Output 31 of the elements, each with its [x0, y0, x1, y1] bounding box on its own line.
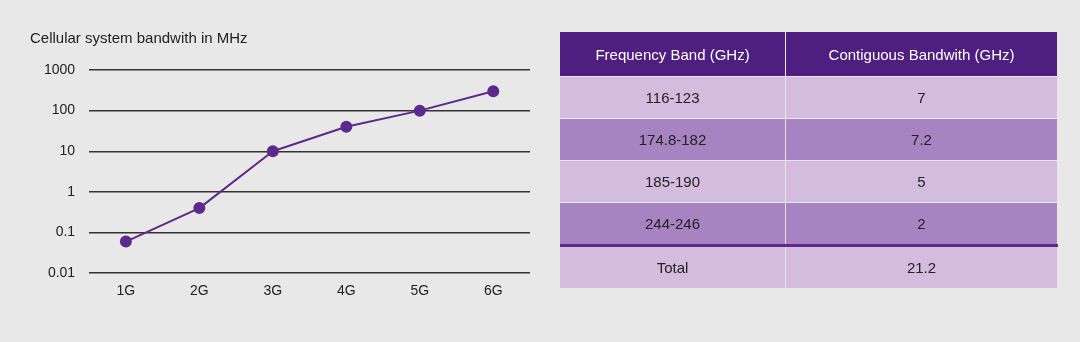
point [193, 202, 206, 215]
y-tick-label: 0.01 [47, 264, 76, 281]
chart-title: Cellular system bandwith in MHz [30, 29, 248, 47]
point [266, 145, 279, 158]
data-label: 7 [785, 76, 1058, 119]
data-label: 2 [785, 202, 1058, 246]
text: Frequency Band (GHz) [560, 32, 786, 77]
x-tick-label: 4G [336, 282, 356, 299]
text: 21.2 [906, 259, 937, 276]
x-tick-label: 2G [190, 282, 209, 299]
x-tick-label: 5G [410, 282, 430, 299]
point [413, 104, 426, 117]
category-label: 185-190 [560, 160, 786, 203]
x-tick-label: 1G [116, 282, 136, 299]
y-tick-label: 0.1 [55, 223, 76, 240]
x-tick-label: 6G [483, 282, 503, 299]
y-tick-label: 1 [67, 182, 76, 199]
text: Contiguous Bandwith (GHz) [785, 32, 1058, 77]
y-tick-label: 100 [51, 101, 76, 118]
x-tick-label: 3G [263, 282, 283, 299]
category-label: 116-123 [560, 76, 786, 119]
y-tick-label: 10 [59, 142, 76, 159]
data-label: 7.2 [785, 118, 1058, 161]
point [119, 235, 132, 248]
point [487, 85, 500, 98]
y-tick-label: 1000 [43, 60, 76, 77]
text: Total [560, 245, 786, 288]
point [340, 120, 353, 133]
category-label: 174.8-182 [560, 118, 786, 161]
category-label: 244-246 [560, 202, 786, 246]
data-label: 5 [785, 160, 1058, 203]
